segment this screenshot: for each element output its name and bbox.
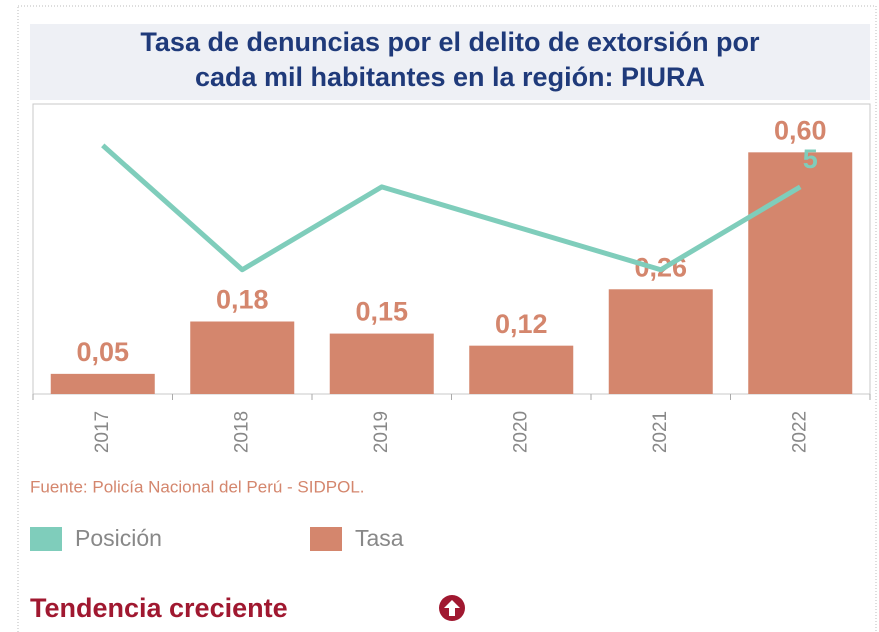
bar	[329, 333, 434, 394]
data-label: 0,05	[76, 337, 129, 367]
chart-title: cada mil habitantes en la región: PIURA	[195, 62, 705, 92]
legend-label: Posición	[75, 525, 162, 551]
data-label: 0,60	[774, 115, 827, 145]
line-label: 5	[803, 144, 818, 174]
x-tick-label: 2019	[371, 411, 392, 453]
trend-label: Tendencia creciente	[30, 593, 288, 623]
x-tick-label: 2017	[92, 411, 113, 453]
x-tick-label: 2020	[510, 411, 531, 453]
legend-swatch	[30, 527, 62, 551]
bar	[190, 321, 295, 394]
bar	[50, 373, 155, 394]
data-label: 0,12	[495, 309, 548, 339]
data-label: 0,18	[216, 285, 269, 315]
trend-icon	[439, 595, 465, 621]
x-tick-label: 2018	[231, 411, 252, 453]
data-label: 0,15	[355, 297, 408, 327]
source: Fuente: Policía Nacional del Perú - SIDP…	[30, 477, 365, 496]
frame	[17, 5, 877, 632]
chart-title: Tasa de denuncias por el delito de extor…	[140, 27, 760, 57]
legend-swatch	[310, 527, 342, 551]
plot-frame	[32, 103, 871, 395]
title-box	[30, 24, 870, 100]
bar	[469, 345, 574, 394]
legend-label: Tasa	[355, 525, 404, 551]
bar	[608, 289, 713, 394]
x-tick-label: 2022	[789, 411, 810, 453]
x-tick-label: 2021	[650, 411, 671, 453]
line	[101, 143, 802, 273]
bar	[748, 152, 853, 394]
